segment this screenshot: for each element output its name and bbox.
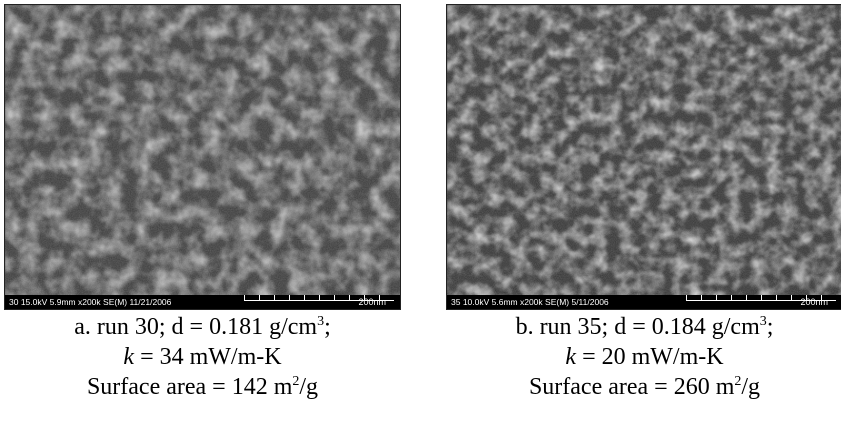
caption-line-surface-area: Surface area = 260 m2/g (528, 374, 761, 400)
sem-micrograph-a (5, 5, 400, 297)
sem-image-a: 30 15.0kV 5.9mm x200k SE(M) 11/21/2006 2… (4, 4, 401, 310)
scale-label: 200nm (800, 297, 828, 307)
scale-bar (244, 295, 394, 301)
caption-a: a. run 30; d = 0.181 g/cm3; k = 34 mW/m-… (4, 312, 401, 402)
sem-micrograph-b (447, 5, 841, 297)
caption-line-surface-area: Surface area = 142 m2/g (86, 374, 319, 400)
caption-line-density: a. run 30; d = 0.181 g/cm3; (74, 314, 331, 340)
scale-bar (686, 295, 836, 301)
sem-image-b: 35 10.0kV 5.6mm x200k SE(M) 5/11/2006 20… (446, 4, 841, 310)
scale-label: 200nm (358, 297, 386, 307)
caption-line-conductivity: k = 20 mW/m-K (565, 344, 724, 370)
caption-line-conductivity: k = 34 mW/m-K (123, 344, 282, 370)
sem-panel-b: 35 10.0kV 5.6mm x200k SE(M) 5/11/2006 20… (446, 4, 841, 402)
caption-line-density: b. run 35; d = 0.184 g/cm3; (515, 314, 774, 340)
caption-b: b. run 35; d = 0.184 g/cm3; k = 20 mW/m-… (446, 312, 841, 402)
sem-panel-a: 30 15.0kV 5.9mm x200k SE(M) 11/21/2006 2… (4, 4, 401, 402)
